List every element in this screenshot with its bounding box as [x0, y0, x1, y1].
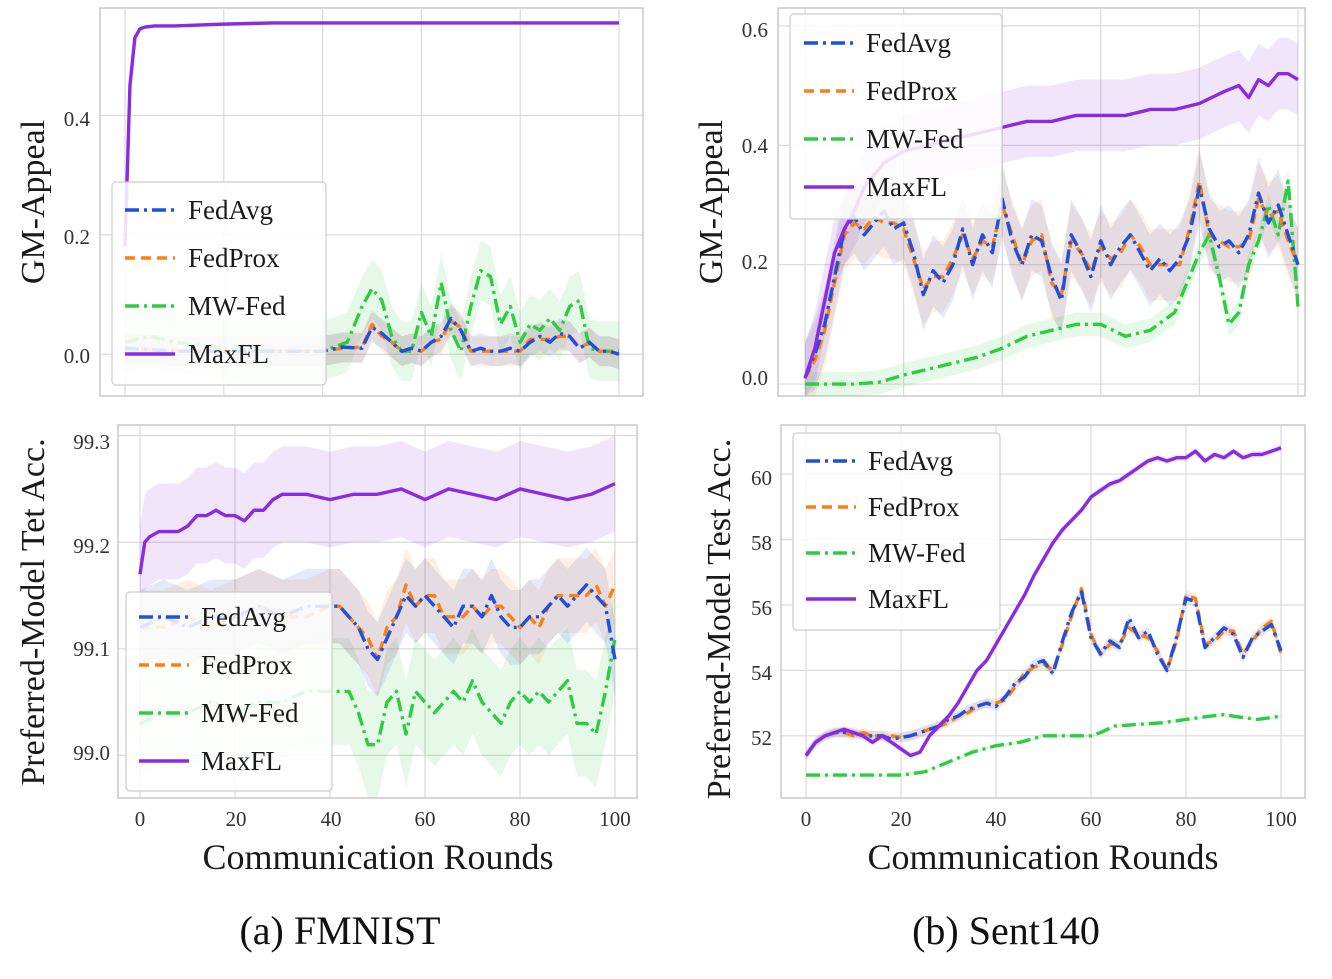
y-tick-label: 0.0 [64, 344, 90, 368]
legend-label-maxfl: MaxFL [188, 339, 269, 369]
series-line-maxfl [123, 21, 619, 247]
band-fedprox [140, 547, 615, 697]
y-tick-label: 0.6 [742, 18, 768, 42]
x-tick-label: 100 [599, 807, 631, 831]
legend-label-fedavg: FedAvg [868, 446, 953, 476]
panel-sent140-acc: 60 58 56 54 52 0 20 40 60 80 100 Preferr… [701, 424, 1306, 877]
legend-label-fedavg: FedAvg [188, 195, 273, 225]
legend-label-mwfed: MW-Fed [188, 291, 286, 321]
series-line-maxfl [138, 482, 616, 575]
band-mwfed [805, 169, 1298, 396]
y-axis-label: Preferred-Model Test Acc. [701, 439, 738, 799]
y-tick-label: 58 [751, 531, 772, 555]
y-tick-label: 0.0 [742, 366, 768, 390]
series-line-maxfl [804, 446, 1282, 758]
legend: FedAvg FedProx MW-Fed MaxFL [789, 13, 1003, 220]
y-axis-label: GM-Appeal [15, 120, 52, 284]
legend-label-mwfed: MW-Fed [866, 124, 964, 154]
panel-fmnist-gm: 0.4 0.2 0.0 GM-Appeal FedAvg FedProx MW-… [15, 7, 644, 397]
caption-a: (a) FMNIST [239, 908, 440, 953]
y-tick-label: 52 [751, 726, 772, 750]
series-line-mwfed [805, 179, 1300, 386]
x-tick-label: 60 [1081, 807, 1102, 831]
legend-label-fedprox: FedProx [868, 492, 960, 522]
y-tick-label: 0.2 [742, 250, 768, 274]
x-axis-label: Communication Rounds [868, 837, 1219, 877]
y-axis-label: Preferred-Model Tet Acc. [15, 438, 52, 785]
y-tick-label: 0.4 [64, 107, 91, 131]
panel-sent140-gm: 0.6 0.4 0.2 0.0 GM-Appeal FedAvg FedProx… [693, 7, 1306, 397]
y-tick-label: 0.2 [64, 225, 90, 249]
y-tick-label: 56 [751, 596, 772, 620]
y-tick-label: 99.2 [73, 534, 110, 558]
y-axis-label: GM-Appeal [693, 120, 730, 284]
series-lines [804, 446, 1283, 777]
x-tick-label: 60 [415, 807, 436, 831]
x-tick-label: 20 [226, 807, 247, 831]
x-ticks: 0 20 40 60 80 100 [135, 807, 631, 831]
legend-label-fedavg: FedAvg [201, 602, 286, 632]
x-tick-label: 80 [1176, 807, 1197, 831]
caption-b: (b) Sent140 [912, 908, 1100, 953]
legend-label-mwfed: MW-Fed [201, 698, 299, 728]
y-tick-label: 99.0 [73, 741, 110, 765]
y-tick-label: 60 [751, 466, 772, 490]
legend-box [792, 432, 1001, 631]
y-tick-label: 99.3 [73, 430, 110, 454]
y-ticks: 0.4 0.2 0.0 [64, 107, 91, 368]
series-line-fedprox [803, 179, 1300, 379]
series-lines [123, 21, 620, 356]
legend-label-maxfl: MaxFL [868, 584, 949, 614]
legend-box [125, 591, 333, 792]
x-tick-label: 0 [135, 807, 146, 831]
series-line-fedavg [124, 316, 620, 356]
band-fedavg [805, 151, 1298, 396]
band-maxfl [140, 435, 615, 623]
legend-box [111, 181, 327, 386]
y-ticks: 60 58 56 54 52 [751, 466, 773, 750]
y-ticks: 99.3 99.2 99.1 99.0 [73, 430, 110, 765]
x-tick-label: 80 [510, 807, 531, 831]
legend-label-mwfed: MW-Fed [868, 538, 966, 568]
series-line-mwfed [806, 712, 1282, 777]
series-line-mwfed [124, 268, 619, 353]
panel-fmnist-acc: 99.3 99.2 99.1 99.0 0 20 40 60 80 100 Pr… [15, 424, 638, 877]
y-tick-label: 54 [751, 661, 773, 685]
legend: FedAvg FedProx MW-Fed MaxFL [792, 432, 1001, 631]
legend-label-maxfl: MaxFL [866, 172, 947, 202]
legend-label-maxfl: MaxFL [201, 746, 282, 776]
x-tick-label: 100 [1265, 807, 1297, 831]
legend-box [789, 13, 1003, 220]
x-tick-label: 20 [891, 807, 912, 831]
band-fedavg [140, 547, 615, 697]
legend-label-fedprox: FedProx [188, 243, 280, 273]
x-axis-label: Communication Rounds [203, 837, 554, 877]
legend: FedAvg FedProx MW-Fed MaxFL [125, 591, 333, 792]
legend: FedAvg FedProx MW-Fed MaxFL [111, 181, 327, 386]
x-ticks: 0 20 40 60 80 100 [801, 807, 1297, 831]
x-tick-label: 40 [986, 807, 1007, 831]
x-tick-label: 40 [321, 807, 342, 831]
legend-label-fedprox: FedProx [866, 76, 958, 106]
legend-label-fedprox: FedProx [201, 650, 293, 680]
x-tick-label: 0 [801, 807, 812, 831]
legend-label-fedavg: FedAvg [866, 28, 951, 58]
y-ticks: 0.6 0.4 0.2 0.0 [742, 18, 769, 390]
y-tick-label: 0.4 [742, 134, 769, 158]
y-tick-label: 99.1 [73, 637, 110, 661]
series-line-fedprox [804, 586, 1283, 757]
